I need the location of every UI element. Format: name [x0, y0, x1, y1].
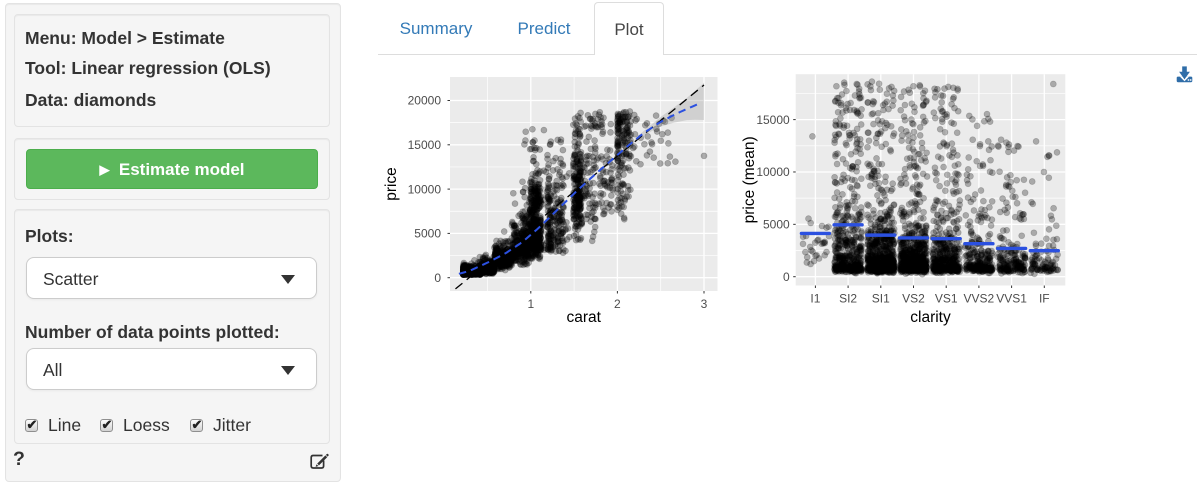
- svg-text:1: 1: [527, 297, 534, 311]
- svg-text:15000: 15000: [408, 138, 442, 152]
- svg-text:price: price: [383, 167, 400, 201]
- svg-text:3: 3: [701, 297, 708, 311]
- svg-text:10000: 10000: [408, 182, 442, 196]
- svg-text:carat: carat: [566, 309, 601, 326]
- svg-text:20000: 20000: [408, 94, 442, 108]
- svg-text:2: 2: [614, 297, 621, 311]
- svg-text:5000: 5000: [414, 227, 441, 241]
- svg-text:0: 0: [434, 271, 441, 285]
